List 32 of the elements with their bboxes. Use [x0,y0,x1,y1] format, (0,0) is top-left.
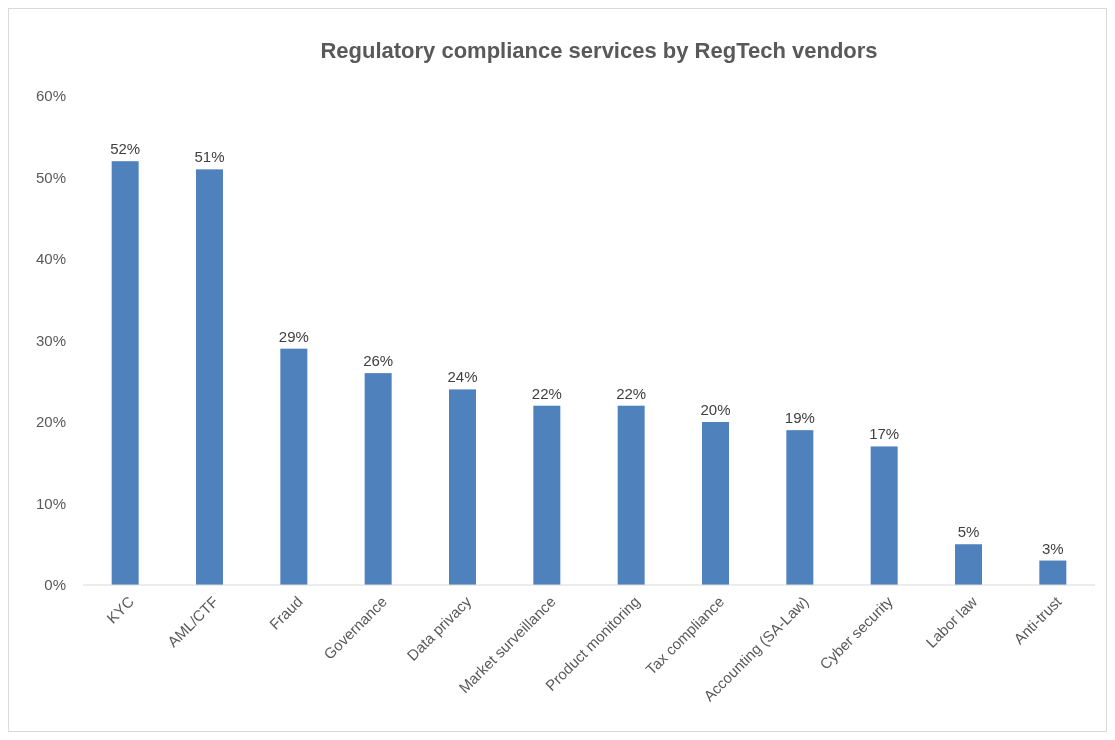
bar [786,430,814,585]
y-tick-label: 30% [35,331,66,349]
data-label: 19% [784,409,815,427]
y-tick-label: 60% [35,87,66,105]
bar [364,373,392,585]
data-label: 51% [194,148,225,166]
data-label: 29% [278,327,309,345]
y-tick-label: 50% [35,168,66,186]
y-tick-label: 40% [35,250,66,268]
bar [617,405,645,585]
data-label: 26% [363,352,394,370]
bar [533,405,561,585]
bar [702,422,729,585]
data-label: 20% [700,401,731,418]
bar [280,348,308,585]
y-tick-label: 20% [35,413,66,431]
data-label: 24% [447,368,478,386]
data-label: 52% [110,140,141,158]
bar [1039,560,1067,585]
bar [196,169,223,585]
data-label: 22% [531,384,562,402]
bar [111,161,139,585]
bar [955,544,982,585]
bar [449,389,476,585]
data-label: 17% [869,425,900,443]
y-tick-label: 10% [35,494,66,512]
data-label: 22% [616,384,647,402]
bar [870,446,898,585]
y-tick-label: 0% [44,576,66,594]
data-label: 5% [957,523,980,541]
data-label: 3% [1041,539,1064,557]
chart-title: Regulatory compliance services by RegTech vendors [320,38,878,63]
